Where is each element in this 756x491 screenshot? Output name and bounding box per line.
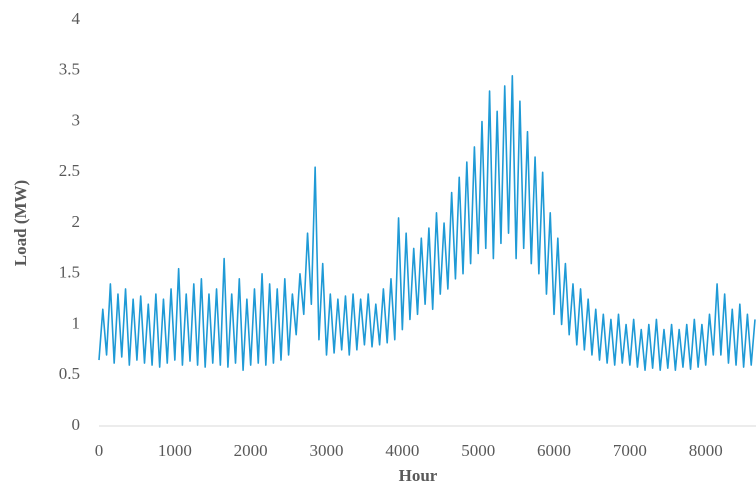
y-tick-label: 2.5 (59, 161, 80, 180)
x-tick-label: 3000 (310, 441, 344, 460)
y-tick-label: 1.5 (59, 263, 80, 282)
x-tick-label: 5000 (461, 441, 495, 460)
y-tick-label: 0 (72, 415, 81, 434)
x-tick-label: 6000 (537, 441, 571, 460)
x-tick-label: 1000 (158, 441, 192, 460)
x-tick-label: 8000 (689, 441, 723, 460)
x-tick-label: 7000 (613, 441, 647, 460)
y-axis-title: Load (MW) (11, 180, 30, 266)
line-series (98, 75, 756, 371)
y-tick-label: 4 (72, 9, 81, 28)
x-axis-title: Hour (399, 466, 438, 485)
y-tick-label: 1 (72, 313, 81, 332)
y-tick-label: 2 (72, 212, 81, 231)
x-tick-label: 0 (95, 441, 104, 460)
y-tick-label: 3 (72, 110, 81, 129)
y-tick-label: 0.5 (59, 364, 80, 383)
y-tick-label: 3.5 (59, 60, 80, 79)
x-tick-label: 2000 (234, 441, 268, 460)
x-tick-label: 4000 (385, 441, 419, 460)
